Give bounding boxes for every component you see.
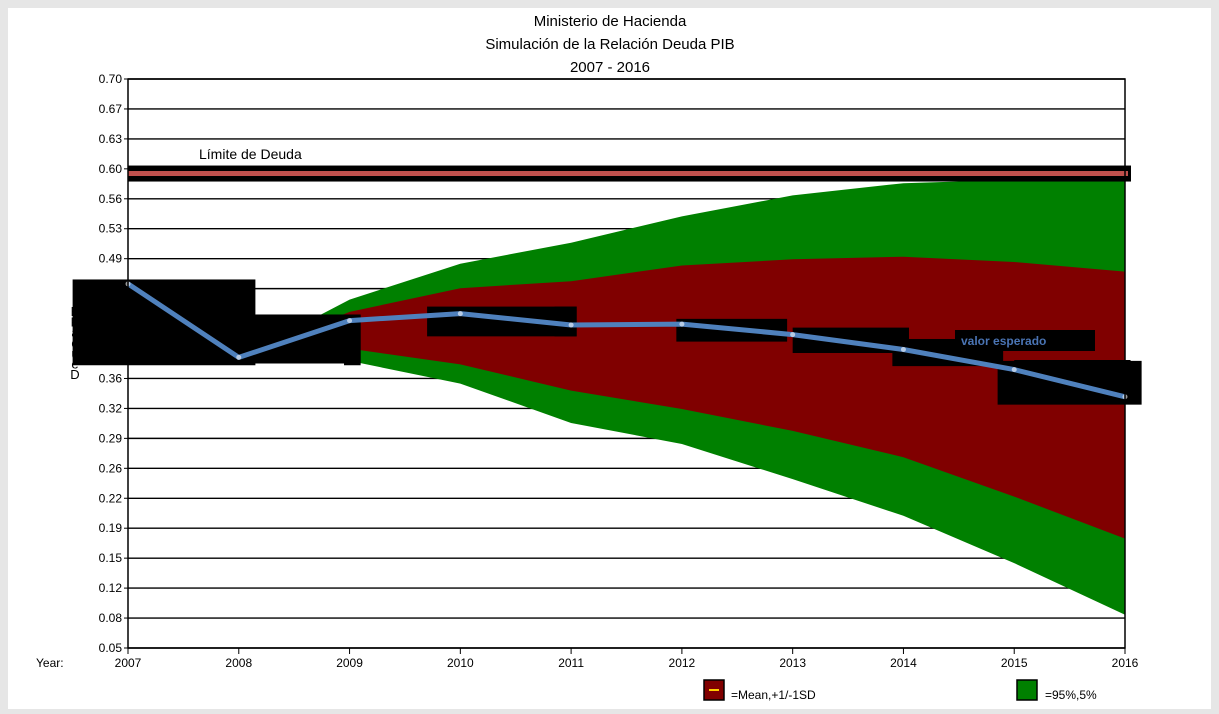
expected-value-label: valor esperado bbox=[961, 334, 1046, 348]
expected-value-point bbox=[457, 311, 463, 317]
y-tick-label: 0.12 bbox=[99, 581, 123, 595]
y-tick-label: 0.08 bbox=[99, 611, 123, 625]
y-axis-label-char: P bbox=[71, 315, 80, 330]
x-tick-label: 2010 bbox=[447, 656, 474, 670]
y-tick-label: 0.56 bbox=[99, 192, 123, 206]
title-line-3: 2007 - 2016 bbox=[570, 59, 650, 76]
x-tick-label: 2007 bbox=[115, 656, 142, 670]
expected-value-line bbox=[126, 281, 1126, 400]
y-tick-label: 0.43 bbox=[99, 312, 123, 326]
chart-area: Ministerio de Hacienda Simulación de la … bbox=[8, 8, 1211, 709]
y-axis-label-char: u bbox=[71, 346, 78, 361]
x-tick-label: 2008 bbox=[225, 656, 252, 670]
label-box bbox=[344, 315, 361, 366]
y-tick-label: 0.15 bbox=[99, 551, 123, 565]
y-tick-label: 0.49 bbox=[99, 252, 123, 266]
plot-border bbox=[127, 78, 1126, 649]
y-tick-label: 0.29 bbox=[99, 431, 123, 445]
y-tick-label: 0.67 bbox=[99, 102, 123, 116]
y-tick-label: 0.22 bbox=[99, 491, 123, 505]
title-line-1: Ministerio de Hacienda bbox=[534, 13, 687, 30]
y-tick-label: 0.05 bbox=[99, 641, 123, 655]
label-box bbox=[955, 330, 1095, 351]
y-tick-label: 0.46 bbox=[99, 282, 123, 296]
y-tick-label: 0.32 bbox=[99, 401, 123, 415]
chart-title: Ministerio de Hacienda Simulación de la … bbox=[485, 13, 734, 76]
y-tick-label: 0.19 bbox=[99, 521, 123, 535]
annotations: Límite de Deuda valor esperado bbox=[199, 146, 1046, 348]
x-tick-label: 2012 bbox=[669, 656, 696, 670]
label-box bbox=[554, 306, 577, 337]
x-tick-label: 2009 bbox=[336, 656, 363, 670]
y-tick-label: 0.36 bbox=[99, 371, 123, 385]
expected-value-point bbox=[790, 332, 796, 338]
debt-limit-label: Límite de Deuda bbox=[199, 146, 302, 162]
expected-value-point bbox=[1011, 367, 1017, 373]
y-axis-label-char: e bbox=[71, 357, 78, 372]
legend-swatch bbox=[1016, 679, 1038, 701]
legend-label: =95%,5% bbox=[1045, 688, 1097, 702]
legend-label: =Mean,+1/-1SD bbox=[731, 688, 816, 702]
debt-limit bbox=[128, 165, 1131, 182]
x-tick-label: 2015 bbox=[1001, 656, 1028, 670]
x-axis-ticks: 2007 2008 2009 2010 2011 2012 2013 2014 2015 2016 bbox=[115, 648, 1139, 670]
expected-value-point bbox=[347, 318, 353, 324]
expected-value-point bbox=[568, 322, 574, 328]
y-tick-label: 0.70 bbox=[99, 72, 123, 86]
y-axis-label-char: B bbox=[71, 304, 80, 319]
y-axis-label-char: D bbox=[70, 367, 79, 382]
x-tick-label: 2014 bbox=[890, 656, 917, 670]
expected-value-point bbox=[679, 321, 685, 327]
y-tick-label: 0.26 bbox=[99, 461, 123, 475]
legend: =Mean,+1/-1SD =95%,5% bbox=[703, 679, 1097, 702]
y-axis-label-char: d bbox=[71, 336, 78, 351]
expected-value-point bbox=[236, 354, 242, 360]
y-tick-label: 0.53 bbox=[99, 222, 123, 236]
x-tick-label: 2016 bbox=[1112, 656, 1139, 670]
plot-frame bbox=[127, 78, 1126, 649]
expected-value-point bbox=[900, 346, 906, 352]
x-tick-label: 2013 bbox=[779, 656, 806, 670]
y-axis-ticks: 0.05 0.08 0.12 0.15 0.19 0.22 0.26 0.29 0.32 0.36… bbox=[99, 72, 128, 655]
x-tick-label: 2011 bbox=[558, 656, 584, 670]
y-axis-label-char: a bbox=[71, 325, 79, 340]
expected-line bbox=[125, 281, 1128, 400]
y-tick-label: 0.39 bbox=[99, 342, 123, 356]
bands bbox=[238, 178, 1126, 615]
debt-ratio-chart: Ministerio de Hacienda Simulación de la … bbox=[36, 13, 1142, 702]
title-line-2: Simulación de la Relación Deuda PIB bbox=[485, 36, 734, 53]
y-tick-label: 0.60 bbox=[99, 162, 123, 176]
y-tick-label: 0.63 bbox=[99, 132, 123, 146]
x-axis-label: Year: bbox=[36, 656, 64, 670]
